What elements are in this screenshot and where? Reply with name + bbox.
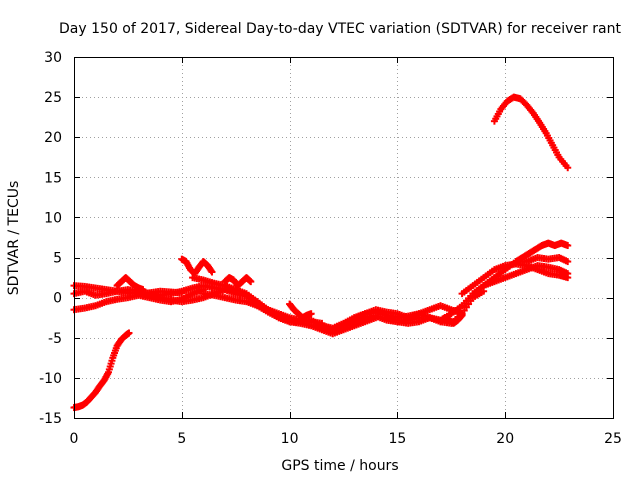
- data-point-marker: [125, 329, 133, 337]
- data-point-marker: [564, 164, 572, 172]
- y-tick-label: -15: [39, 411, 62, 427]
- series-arc-12: [286, 300, 315, 322]
- y-tick-label: -10: [39, 371, 62, 387]
- x-tick-label: 5: [177, 431, 186, 447]
- data-point-marker: [208, 268, 216, 276]
- x-axis-label: GPS time / hours: [281, 458, 398, 474]
- data-point-marker: [307, 310, 315, 318]
- series-arc-07: [178, 255, 216, 278]
- x-tick-labels: 0 5 10 15 20 25: [70, 431, 622, 447]
- x-tick-label: 0: [70, 431, 79, 447]
- grid: [74, 57, 613, 418]
- x-tick-label: 10: [281, 431, 299, 447]
- series-arc-10: [221, 274, 255, 290]
- y-tick-label: -5: [48, 331, 62, 347]
- data-point-marker: [564, 242, 572, 250]
- y-tick-label: 0: [53, 291, 62, 307]
- data-point-marker: [564, 274, 572, 282]
- series-arc-01: [70, 329, 133, 412]
- y-tick-label: 30: [44, 50, 62, 66]
- data-point-marker: [247, 278, 255, 286]
- x-tick-label: 25: [604, 431, 622, 447]
- x-tick-label: 15: [388, 431, 406, 447]
- series-arc-21: [512, 239, 572, 266]
- y-tick-labels: -15 -10 -5 0 5 10 15 20 25 30: [39, 50, 62, 427]
- series-arc-17: [437, 311, 466, 327]
- y-tick-label: 5: [53, 251, 62, 267]
- y-tick-label: 25: [44, 90, 62, 106]
- data-point-marker: [564, 258, 572, 266]
- series-arc-18: [458, 260, 572, 298]
- y-tick-label: 15: [44, 170, 62, 186]
- series-arc-05: [113, 274, 147, 294]
- series-arc-20: [490, 93, 572, 172]
- series-arc-19: [480, 254, 572, 290]
- y-tick-label: 20: [44, 130, 62, 146]
- x-tick-label: 20: [496, 431, 514, 447]
- data-points: [70, 93, 572, 412]
- data-point-marker: [458, 311, 466, 319]
- series-arc-11: [253, 302, 380, 338]
- y-tick-label: 10: [44, 210, 62, 226]
- chart-title: Day 150 of 2017, Sidereal Day-to-day VTE…: [59, 21, 621, 37]
- plot-frame: [74, 57, 614, 419]
- y-axis-label: SDTVAR / TECUs: [6, 181, 22, 296]
